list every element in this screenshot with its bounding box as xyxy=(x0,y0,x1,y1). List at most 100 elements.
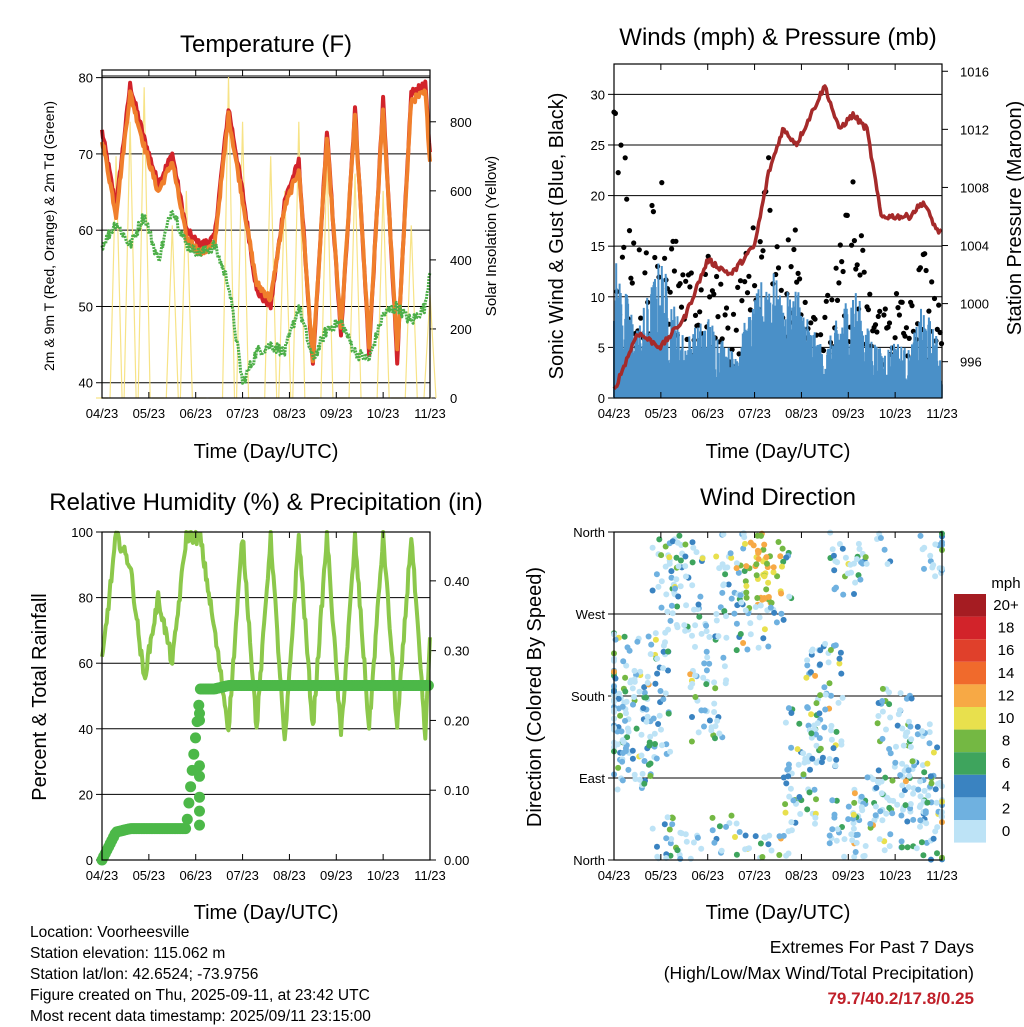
direction-point xyxy=(623,662,630,669)
direction-point xyxy=(821,684,828,691)
gust-point xyxy=(903,325,910,331)
direction-point xyxy=(691,606,697,613)
direction-point xyxy=(906,772,913,779)
direction-point xyxy=(650,715,657,722)
latlon-text: Station lat/lon: 42.6524; -73.9756 xyxy=(30,966,259,983)
temperature-ytick-label: 40 xyxy=(79,376,93,391)
direction-point xyxy=(720,581,727,588)
temperature-y2label: Solar Insolation (Yellow) xyxy=(483,156,500,316)
humidity-ylabel: Percent & Total Rainfall xyxy=(29,593,51,801)
gust-point xyxy=(860,247,866,253)
direction-point xyxy=(794,746,801,753)
gust-point xyxy=(757,239,763,245)
direction-point xyxy=(867,820,874,827)
direction-point xyxy=(687,855,694,862)
direction-point xyxy=(926,721,933,728)
direction-point xyxy=(833,797,840,804)
direction-point xyxy=(649,544,656,551)
humidity-y2tick-label: 0.10 xyxy=(444,783,469,798)
winds-ytick-label: 30 xyxy=(591,87,605,102)
direction-point xyxy=(755,550,762,556)
gust-point xyxy=(629,280,635,286)
relative-humidity-series xyxy=(100,530,432,742)
direction-point xyxy=(677,829,684,836)
direction-point xyxy=(779,563,785,570)
direction-point xyxy=(840,591,847,598)
direction-point xyxy=(813,759,820,766)
extremes-line1: Extremes For Past 7 Days xyxy=(769,937,974,957)
direction-point xyxy=(733,851,740,858)
gust-point xyxy=(886,320,893,326)
direction-point xyxy=(633,725,640,732)
direction-point xyxy=(913,845,920,852)
gust-point xyxy=(774,244,780,250)
direction-point xyxy=(728,595,735,602)
direction-point xyxy=(927,773,934,780)
temperature-y2tick-label: 400 xyxy=(450,253,472,268)
gust-point xyxy=(718,281,724,287)
humidity-xtick-label: 07/23 xyxy=(226,868,259,883)
temperature-xtick-label: 10/23 xyxy=(367,406,400,421)
direction-point xyxy=(692,694,699,700)
direction-point xyxy=(697,593,704,600)
gust-point xyxy=(875,313,881,319)
direction-ytick-label: North xyxy=(573,853,605,868)
direction-point xyxy=(677,855,684,862)
direction-point xyxy=(902,802,909,809)
winds-ytick-label: 5 xyxy=(598,340,605,355)
direction-point xyxy=(795,761,802,768)
direction-point xyxy=(851,591,857,597)
direction-point xyxy=(782,809,789,816)
direction-point xyxy=(817,692,824,699)
temperature-y2tick-label: 200 xyxy=(450,322,472,337)
humidity-ytick-label: 60 xyxy=(79,656,93,671)
direction-point xyxy=(870,776,877,783)
direction-point xyxy=(780,558,787,565)
gust-point xyxy=(861,269,867,275)
gust-point xyxy=(892,335,898,341)
winds-ytick-label: 20 xyxy=(591,189,605,204)
gust-point xyxy=(899,299,905,305)
direction-point xyxy=(655,583,662,590)
direction-point xyxy=(783,780,790,787)
direction-point xyxy=(736,829,743,835)
direction-point xyxy=(647,733,654,740)
direction-point xyxy=(663,591,670,598)
humidity-panel: Relative Humidity (%) & Precipitation (i… xyxy=(29,489,483,924)
gust-point xyxy=(737,278,744,284)
direction-point xyxy=(656,712,663,719)
direction-point xyxy=(732,834,738,840)
temperature-xtick-label: 06/23 xyxy=(179,406,212,421)
gust-point xyxy=(628,275,634,281)
winds-ytick-label: 0 xyxy=(598,391,605,406)
winds-xtick-label: 05/23 xyxy=(645,406,678,421)
gust-point xyxy=(742,279,748,285)
direction-point xyxy=(918,839,925,846)
direction-point xyxy=(694,834,701,841)
direction-point xyxy=(857,576,864,583)
gust-point xyxy=(739,298,745,304)
direction-point xyxy=(836,660,843,667)
precipitation-point xyxy=(194,791,205,803)
precipitation-point xyxy=(193,699,205,711)
direction-point xyxy=(625,728,632,735)
direction-point xyxy=(938,813,945,819)
direction-xtick-label: 04/23 xyxy=(598,868,631,883)
direction-point xyxy=(828,736,835,743)
direction-point xyxy=(662,543,669,550)
gust-point xyxy=(931,295,938,302)
direction-point xyxy=(904,844,911,851)
direction-point xyxy=(879,685,886,692)
gust-point xyxy=(746,273,752,279)
direction-point xyxy=(812,672,819,679)
direction-point xyxy=(753,572,760,579)
direction-point xyxy=(897,772,904,779)
extremes-values: 79.7/40.2/17.8/0.25 xyxy=(827,989,974,1008)
gust-point xyxy=(767,207,773,213)
direction-point xyxy=(709,827,716,834)
direction-point xyxy=(804,704,811,711)
direction-point xyxy=(808,730,815,737)
direction-point xyxy=(722,571,729,578)
direction-point xyxy=(905,767,912,774)
direction-point xyxy=(669,821,676,828)
